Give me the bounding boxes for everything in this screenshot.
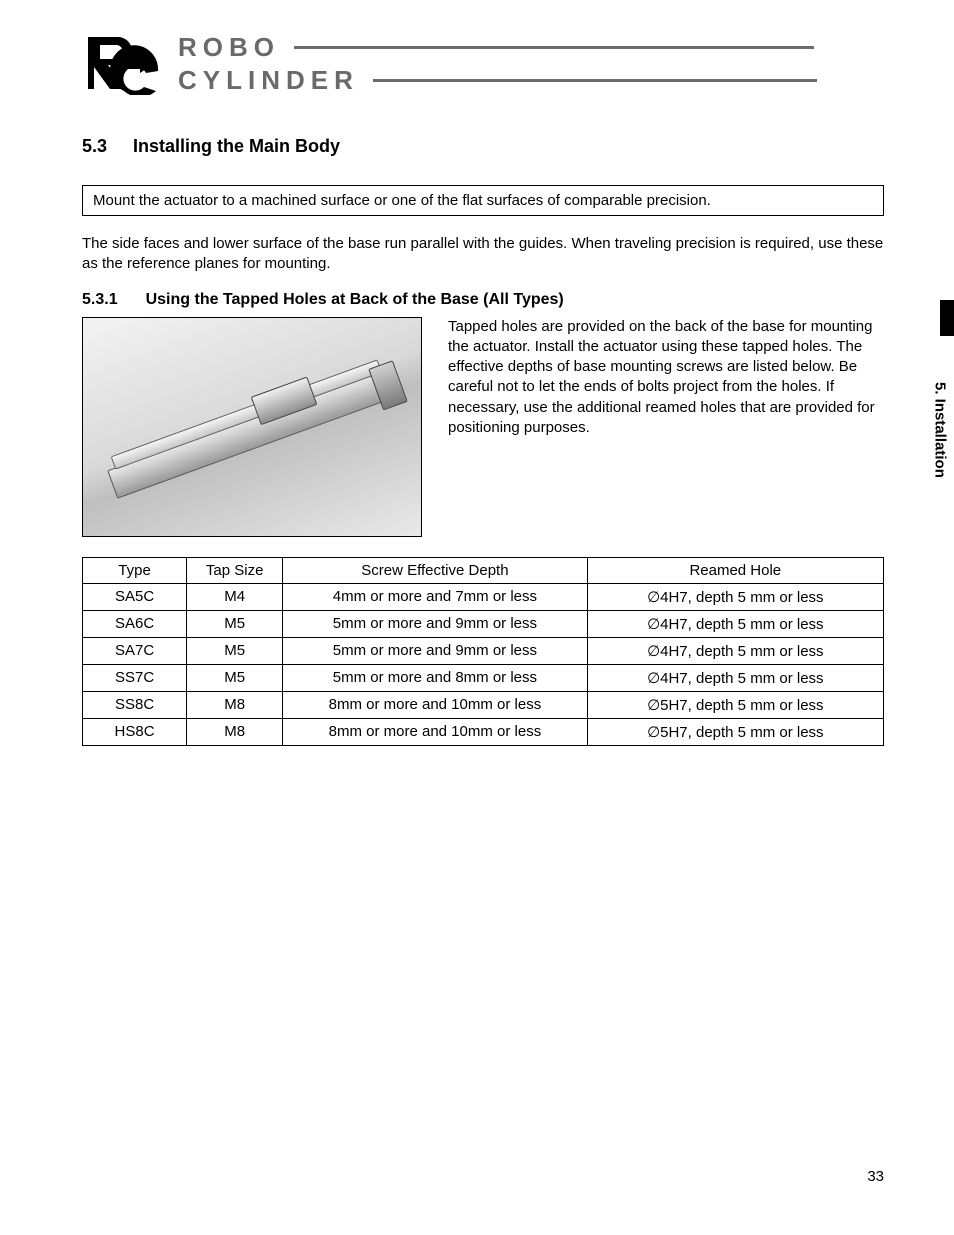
spec-table: TypeTap SizeScrew Effective DepthReamed … (82, 557, 884, 746)
body-text: Tapped holes are provided on the back of… (448, 317, 884, 439)
section-heading: 5.3 Installing the Main Body (82, 136, 884, 157)
side-tab-marker (940, 300, 954, 336)
table-row: SS7CM55mm or more and 8mm or less∅4H7, d… (83, 664, 884, 691)
callout-text: Mount the actuator to a machined surface… (93, 192, 711, 209)
table-cell: M5 (187, 610, 283, 637)
table-cell: ∅4H7, depth 5 mm or less (587, 610, 883, 637)
brand-mark-icon (82, 33, 164, 95)
table-cell: ∅5H7, depth 5 mm or less (587, 718, 883, 745)
table-cell: 5mm or more and 8mm or less (283, 664, 587, 691)
side-tab: 5. Installation (926, 360, 954, 500)
table-header-cell: Reamed Hole (587, 557, 883, 583)
table-cell: ∅4H7, depth 5 mm or less (587, 637, 883, 664)
image-text-row: Tapped holes are provided on the back of… (82, 317, 884, 537)
subsection-heading: 5.3.1 Using the Tapped Holes at Back of … (82, 291, 884, 309)
table-cell: ∅4H7, depth 5 mm or less (587, 583, 883, 610)
table-cell: SS7C (83, 664, 187, 691)
brand-line2-row: CYLINDER (178, 65, 817, 96)
table-row: SA7CM55mm or more and 9mm or less∅4H7, d… (83, 637, 884, 664)
page: ROBO CYLINDER 5.3 Installing the Main Bo… (0, 0, 954, 1235)
table-cell: 5mm or more and 9mm or less (283, 610, 587, 637)
subsection-title: Using the Tapped Holes at Back of the Ba… (146, 291, 564, 309)
table-cell: 4mm or more and 7mm or less (283, 583, 587, 610)
table-row: SS8CM88mm or more and 10mm or less∅5H7, … (83, 691, 884, 718)
brand-line1: ROBO (178, 32, 280, 63)
table-cell: ∅5H7, depth 5 mm or less (587, 691, 883, 718)
table-row: SA6CM55mm or more and 9mm or less∅4H7, d… (83, 610, 884, 637)
table-row: SA5CM44mm or more and 7mm or less∅4H7, d… (83, 583, 884, 610)
brand-header: ROBO CYLINDER (82, 32, 884, 96)
table-header-cell: Type (83, 557, 187, 583)
brand-rule-2 (373, 79, 817, 82)
table-cell: SA7C (83, 637, 187, 664)
table-cell: M4 (187, 583, 283, 610)
table-cell: SS8C (83, 691, 187, 718)
page-number: 33 (867, 1168, 884, 1185)
product-photo (82, 317, 422, 537)
brand-line1-row: ROBO (178, 32, 817, 63)
brand-line2: CYLINDER (178, 65, 359, 96)
table-cell: SA5C (83, 583, 187, 610)
table-cell: M8 (187, 718, 283, 745)
brand-rule-1 (294, 46, 814, 49)
table-cell: M5 (187, 664, 283, 691)
paragraph-1: The side faces and lower surface of the … (82, 234, 884, 275)
table-cell: 8mm or more and 10mm or less (283, 691, 587, 718)
table-cell: HS8C (83, 718, 187, 745)
actuator-illustration (94, 330, 417, 537)
table-cell: 8mm or more and 10mm or less (283, 718, 587, 745)
table-header-cell: Screw Effective Depth (283, 557, 587, 583)
table-cell: M5 (187, 637, 283, 664)
table-cell: M8 (187, 691, 283, 718)
table-cell: 5mm or more and 9mm or less (283, 637, 587, 664)
table-cell: ∅4H7, depth 5 mm or less (587, 664, 883, 691)
section-title: Installing the Main Body (133, 136, 340, 157)
table-row: HS8CM88mm or more and 10mm or less∅5H7, … (83, 718, 884, 745)
brand-text: ROBO CYLINDER (178, 32, 817, 96)
table-header-row: TypeTap SizeScrew Effective DepthReamed … (83, 557, 884, 583)
subsection-number: 5.3.1 (82, 291, 118, 309)
table-cell: SA6C (83, 610, 187, 637)
section-number: 5.3 (82, 136, 107, 157)
callout-box: Mount the actuator to a machined surface… (82, 185, 884, 216)
side-tab-label: 5. Installation (932, 382, 949, 478)
table-header-cell: Tap Size (187, 557, 283, 583)
